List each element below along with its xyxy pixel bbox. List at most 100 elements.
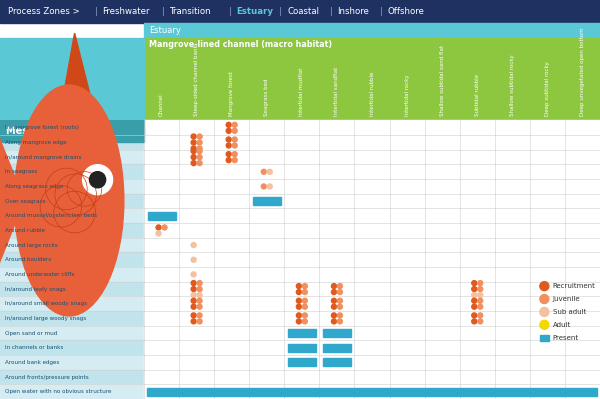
Circle shape [478, 298, 483, 303]
Circle shape [267, 169, 272, 174]
Bar [148, 212, 176, 220]
Circle shape [162, 225, 167, 230]
Circle shape [197, 319, 202, 324]
Polygon shape [0, 114, 24, 287]
Circle shape [197, 292, 202, 298]
Bar [144, 326, 600, 340]
Bar [0, 150, 144, 164]
Bar [0, 0, 600, 23]
Circle shape [226, 122, 231, 127]
Circle shape [232, 137, 237, 142]
Circle shape [156, 231, 161, 236]
Text: Recruitment: Recruitment [553, 283, 596, 289]
Circle shape [302, 290, 307, 294]
Circle shape [191, 161, 196, 166]
Circle shape [191, 149, 196, 154]
Circle shape [83, 165, 113, 195]
Circle shape [232, 122, 237, 127]
Bar [323, 344, 351, 352]
Bar [540, 335, 549, 341]
Circle shape [191, 134, 196, 139]
Circle shape [226, 158, 231, 163]
Text: |: | [279, 7, 282, 16]
Text: |: | [95, 7, 97, 16]
Bar [0, 282, 144, 296]
Circle shape [191, 292, 196, 298]
Circle shape [261, 169, 266, 174]
Circle shape [197, 140, 202, 145]
Circle shape [472, 298, 477, 303]
Text: Around underwater cliffs: Around underwater cliffs [5, 272, 74, 277]
Circle shape [540, 320, 549, 329]
Bar [144, 370, 600, 384]
Text: Inshore: Inshore [337, 7, 370, 16]
Circle shape [337, 290, 343, 294]
Text: Over seagrass: Over seagrass [5, 199, 46, 203]
Bar [0, 135, 144, 150]
Circle shape [540, 282, 549, 290]
Text: In mangrove forest (roots): In mangrove forest (roots) [5, 125, 79, 130]
Bar [144, 51, 600, 120]
Circle shape [197, 313, 202, 318]
Text: Estuary: Estuary [236, 7, 274, 16]
Bar [0, 355, 144, 370]
Circle shape [302, 313, 307, 318]
Bar [0, 238, 144, 253]
Circle shape [191, 304, 196, 309]
Bar [288, 329, 316, 337]
Circle shape [232, 128, 237, 133]
Circle shape [478, 280, 483, 286]
Text: Channel: Channel [159, 94, 164, 117]
Text: In/around leafy snags: In/around leafy snags [5, 286, 66, 292]
Circle shape [331, 298, 337, 303]
Text: Meso habitat: Meso habitat [6, 126, 78, 136]
Text: |: | [161, 7, 164, 16]
Circle shape [472, 292, 477, 298]
Circle shape [296, 304, 301, 309]
Circle shape [331, 290, 337, 294]
Circle shape [472, 280, 477, 286]
Text: Intertidal rocky: Intertidal rocky [404, 75, 410, 117]
Bar [144, 267, 600, 282]
Text: |: | [229, 7, 232, 16]
Text: Open sand or mud: Open sand or mud [5, 330, 57, 336]
Circle shape [267, 184, 272, 189]
Bar [0, 296, 144, 311]
Bar [0, 194, 144, 208]
Circle shape [197, 155, 202, 160]
Bar [0, 120, 144, 135]
Circle shape [296, 319, 301, 324]
Circle shape [296, 284, 301, 288]
Circle shape [89, 172, 106, 188]
Bar [323, 329, 351, 337]
Circle shape [337, 284, 343, 288]
Circle shape [302, 298, 307, 303]
Circle shape [197, 161, 202, 166]
Text: Mangrove-lined channel (macro habitat): Mangrove-lined channel (macro habitat) [149, 40, 332, 49]
Text: Deep unvegetated open bottom: Deep unvegetated open bottom [580, 28, 585, 117]
Text: Mangrove forest: Mangrove forest [229, 72, 234, 117]
Text: Around large rocks: Around large rocks [5, 243, 58, 248]
Bar [0, 120, 144, 142]
Bar [253, 197, 281, 205]
Circle shape [540, 294, 549, 304]
Text: Around fronts/pressure points: Around fronts/pressure points [5, 375, 89, 379]
Circle shape [197, 304, 202, 309]
Text: In channels or banks: In channels or banks [5, 345, 64, 350]
Circle shape [191, 155, 196, 160]
Bar [0, 223, 144, 238]
Bar [144, 355, 600, 370]
Circle shape [226, 128, 231, 133]
Circle shape [197, 286, 202, 292]
Text: Coastal: Coastal [287, 7, 319, 16]
Circle shape [197, 134, 202, 139]
Text: Shallow subtidal rocky: Shallow subtidal rocky [510, 55, 515, 117]
Text: Intertidal sandflat: Intertidal sandflat [334, 67, 340, 117]
Circle shape [191, 298, 196, 303]
Text: Around rubble: Around rubble [5, 228, 45, 233]
Bar [0, 253, 144, 267]
Text: In/around large woody snags: In/around large woody snags [5, 316, 86, 321]
Bar [144, 164, 600, 179]
Circle shape [226, 143, 231, 148]
Bar [0, 340, 144, 355]
